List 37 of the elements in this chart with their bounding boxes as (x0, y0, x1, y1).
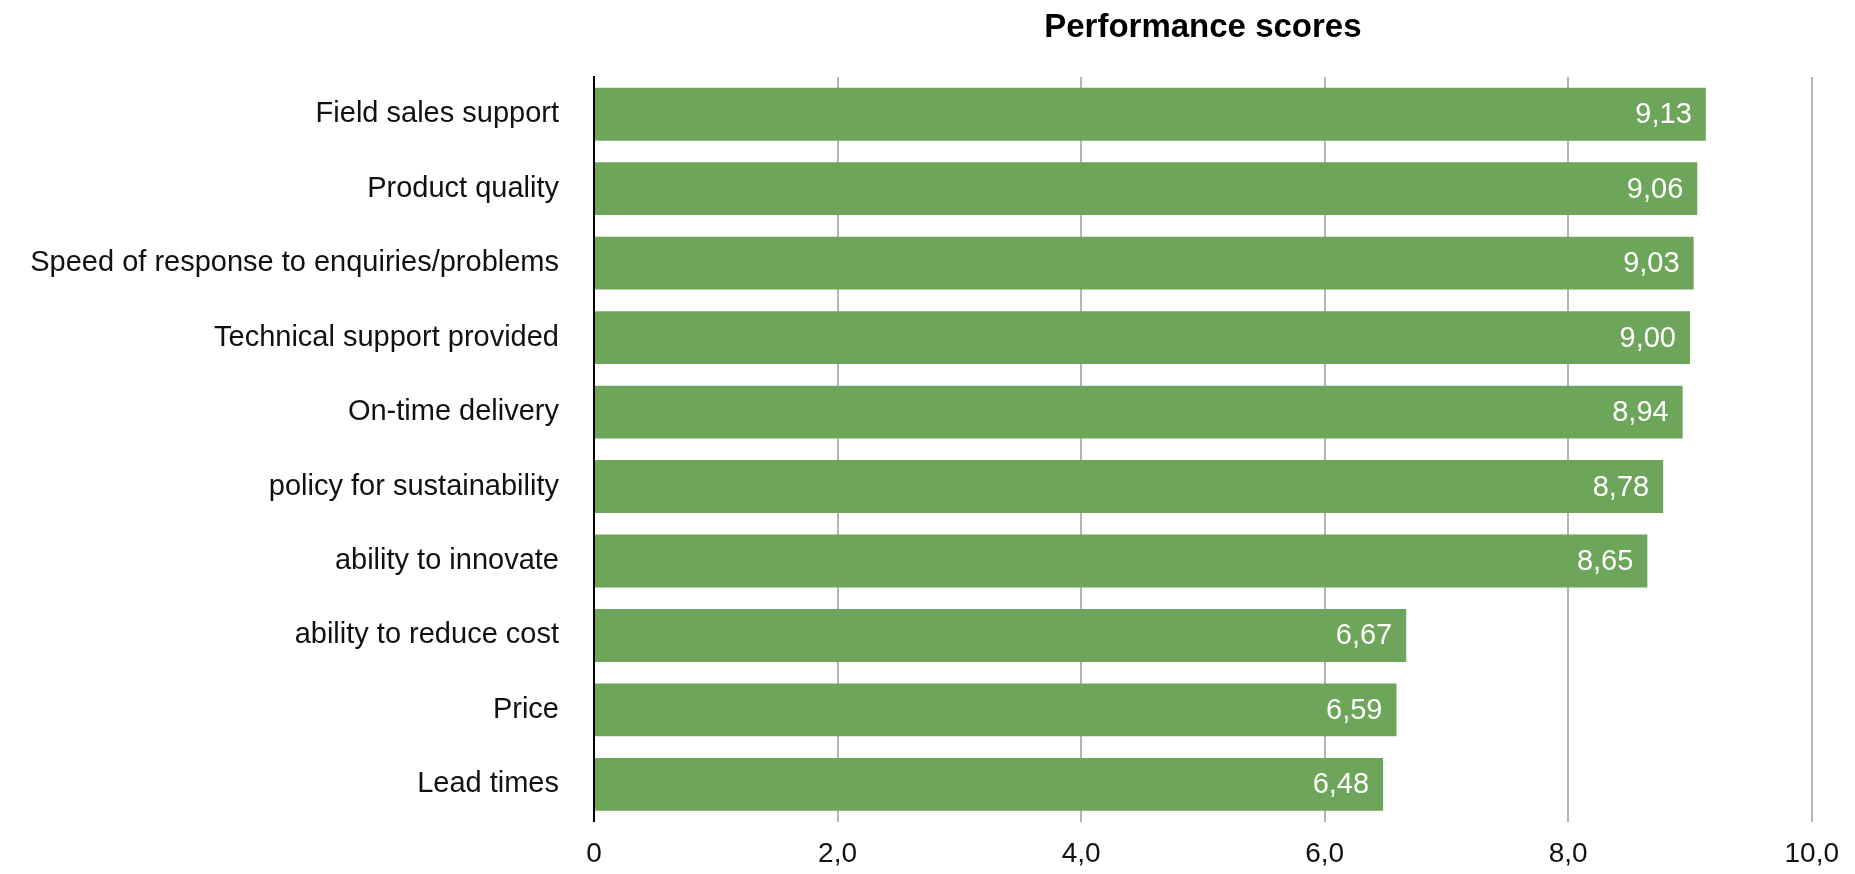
y-tick-label: Technical support provided (214, 319, 559, 352)
bar (595, 87, 1706, 141)
x-tick-label: 10,0 (1784, 837, 1839, 869)
y-tick-label: Product quality (367, 170, 560, 203)
bar (595, 311, 1690, 365)
data-label: 6,67 (1335, 618, 1393, 651)
y-tick-label: Lead times (417, 766, 559, 799)
x-tick-label: 8,0 (1548, 837, 1588, 869)
chart-title: Performance scores (1044, 7, 1362, 45)
bar (595, 460, 1664, 513)
bar (595, 757, 1384, 811)
data-label: 6,48 (1312, 767, 1370, 800)
y-tick-label: On-time delivery (347, 394, 560, 427)
data-label: 9,03 (1623, 246, 1680, 279)
data-label: 8,65 (1576, 543, 1634, 576)
data-label: 9,00 (1619, 320, 1676, 353)
data-label: 8,78 (1592, 469, 1650, 502)
bar (595, 385, 1683, 439)
x-tick-label: 4,0 (1061, 837, 1101, 869)
y-tick-label: ability to reduce cost (294, 617, 559, 650)
x-tick-label: 0 (586, 837, 602, 869)
data-label: 9,06 (1626, 171, 1684, 204)
bar (595, 534, 1648, 588)
y-tick-label: policy for sustainability (268, 468, 560, 501)
data-label: 6,59 (1326, 692, 1383, 725)
y-tick-label: ability to innovate (334, 542, 559, 575)
bar (595, 162, 1698, 216)
x-tick-label: 2,0 (818, 837, 858, 869)
y-tick-label: Field sales support (315, 96, 559, 129)
data-label: 9,13 (1635, 97, 1692, 130)
y-tick-label: Speed of response to enquiries/problems (30, 245, 559, 278)
bar (595, 609, 1407, 662)
x-tick-label: 6,0 (1305, 837, 1345, 869)
y-tick-label: Price (492, 691, 559, 724)
data-label: 8,94 (1612, 395, 1669, 428)
bar (595, 683, 1397, 737)
bar (595, 236, 1694, 290)
